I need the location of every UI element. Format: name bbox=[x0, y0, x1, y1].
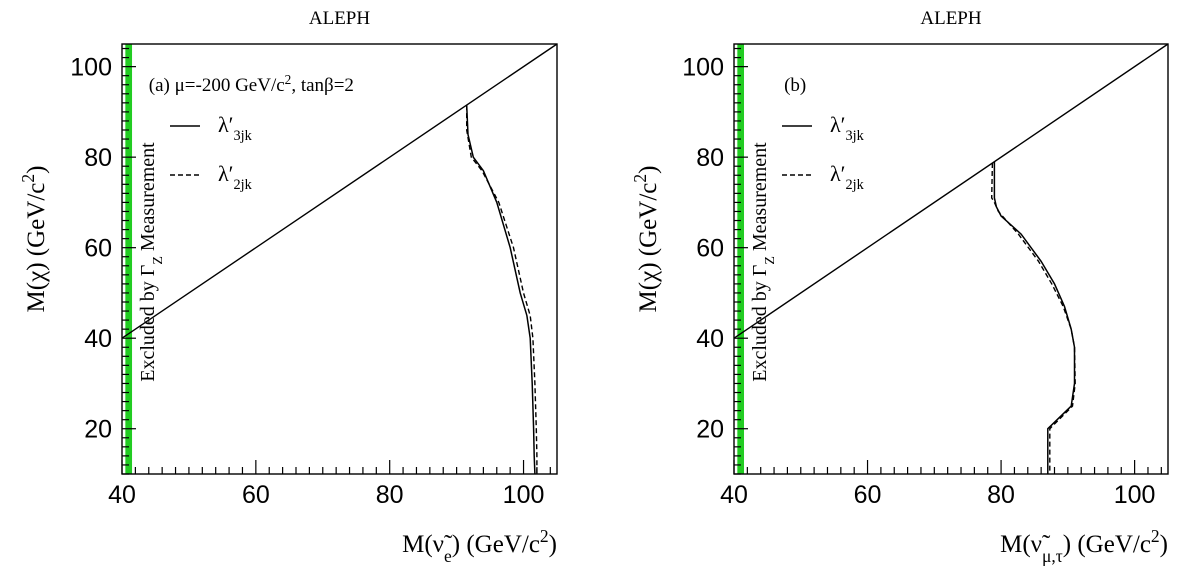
panel-label: (b) bbox=[784, 75, 806, 96]
series-line-lambda-2jk bbox=[466, 105, 538, 474]
kinematic-limit-line bbox=[121, 43, 558, 339]
y-tick-label: 60 bbox=[696, 235, 724, 263]
x-tick-label: 60 bbox=[854, 481, 882, 509]
x-tick-label: 100 bbox=[503, 481, 545, 509]
plot-frame bbox=[121, 43, 558, 475]
x-tick-label: 100 bbox=[1114, 481, 1156, 509]
legend-label-3jk: λ′3jk bbox=[218, 112, 253, 144]
legend-label-3jk: λ′3jk bbox=[830, 112, 865, 144]
series-line-lambda-3jk bbox=[465, 105, 536, 475]
y-tick-label: 40 bbox=[84, 325, 112, 353]
x-tick-label: 60 bbox=[242, 481, 270, 509]
panel-label: (a) μ=-200 GeV/c2, tanβ=2 bbox=[149, 72, 354, 97]
plot-frame bbox=[733, 43, 1169, 475]
chart-panel-a: ALEPH 40 60 80 100 20 40 60 80 100 M(ν̃e) (GeV/c2)… bbox=[18, 8, 558, 566]
y-tick-label: 80 bbox=[84, 144, 112, 172]
legend-label-2jk: λ′2jk bbox=[218, 161, 253, 193]
excluded-band-label: Excluded by ΓZ Measurement bbox=[137, 142, 166, 382]
x-tick-label: 80 bbox=[987, 481, 1015, 509]
kinematic-limit-line bbox=[733, 43, 1169, 339]
y-tick-label: 40 bbox=[696, 325, 724, 353]
y-tick-label: 80 bbox=[696, 144, 724, 172]
y-tick-label: 20 bbox=[84, 416, 112, 444]
x-tick-label: 40 bbox=[720, 481, 748, 509]
x-axis-title: M(ν̃μ,τ) (GeV/c2) bbox=[1000, 526, 1168, 566]
chart-title: ALEPH bbox=[920, 8, 982, 29]
x-tick-label: 80 bbox=[376, 481, 404, 509]
y-tick-label: 100 bbox=[70, 54, 112, 82]
y-axis-title: M(χ) (GeV/c2) bbox=[630, 166, 662, 313]
series-line-lambda-2jk bbox=[990, 162, 1076, 474]
y-axis-title: M(χ) (GeV/c2) bbox=[18, 166, 50, 313]
x-axis-title: M(ν̃e) (GeV/c2) bbox=[402, 526, 557, 566]
excluded-band bbox=[125, 44, 133, 474]
excluded-band bbox=[737, 44, 745, 474]
excluded-band-label: Excluded by ΓZ Measurement bbox=[749, 142, 778, 382]
series-line-lambda-3jk bbox=[993, 161, 1076, 474]
y-tick-label: 100 bbox=[682, 54, 724, 82]
legend-label-2jk: λ′2jk bbox=[830, 161, 865, 193]
y-tick-label: 60 bbox=[84, 235, 112, 263]
chart-title: ALEPH bbox=[309, 8, 371, 29]
y-tick-label: 20 bbox=[696, 416, 724, 444]
x-tick-label: 40 bbox=[108, 481, 136, 509]
chart-panel-b: ALEPH 40 60 80 100 20 40 60 80 100 M(ν̃μ,τ) (GeV/c… bbox=[630, 8, 1169, 566]
